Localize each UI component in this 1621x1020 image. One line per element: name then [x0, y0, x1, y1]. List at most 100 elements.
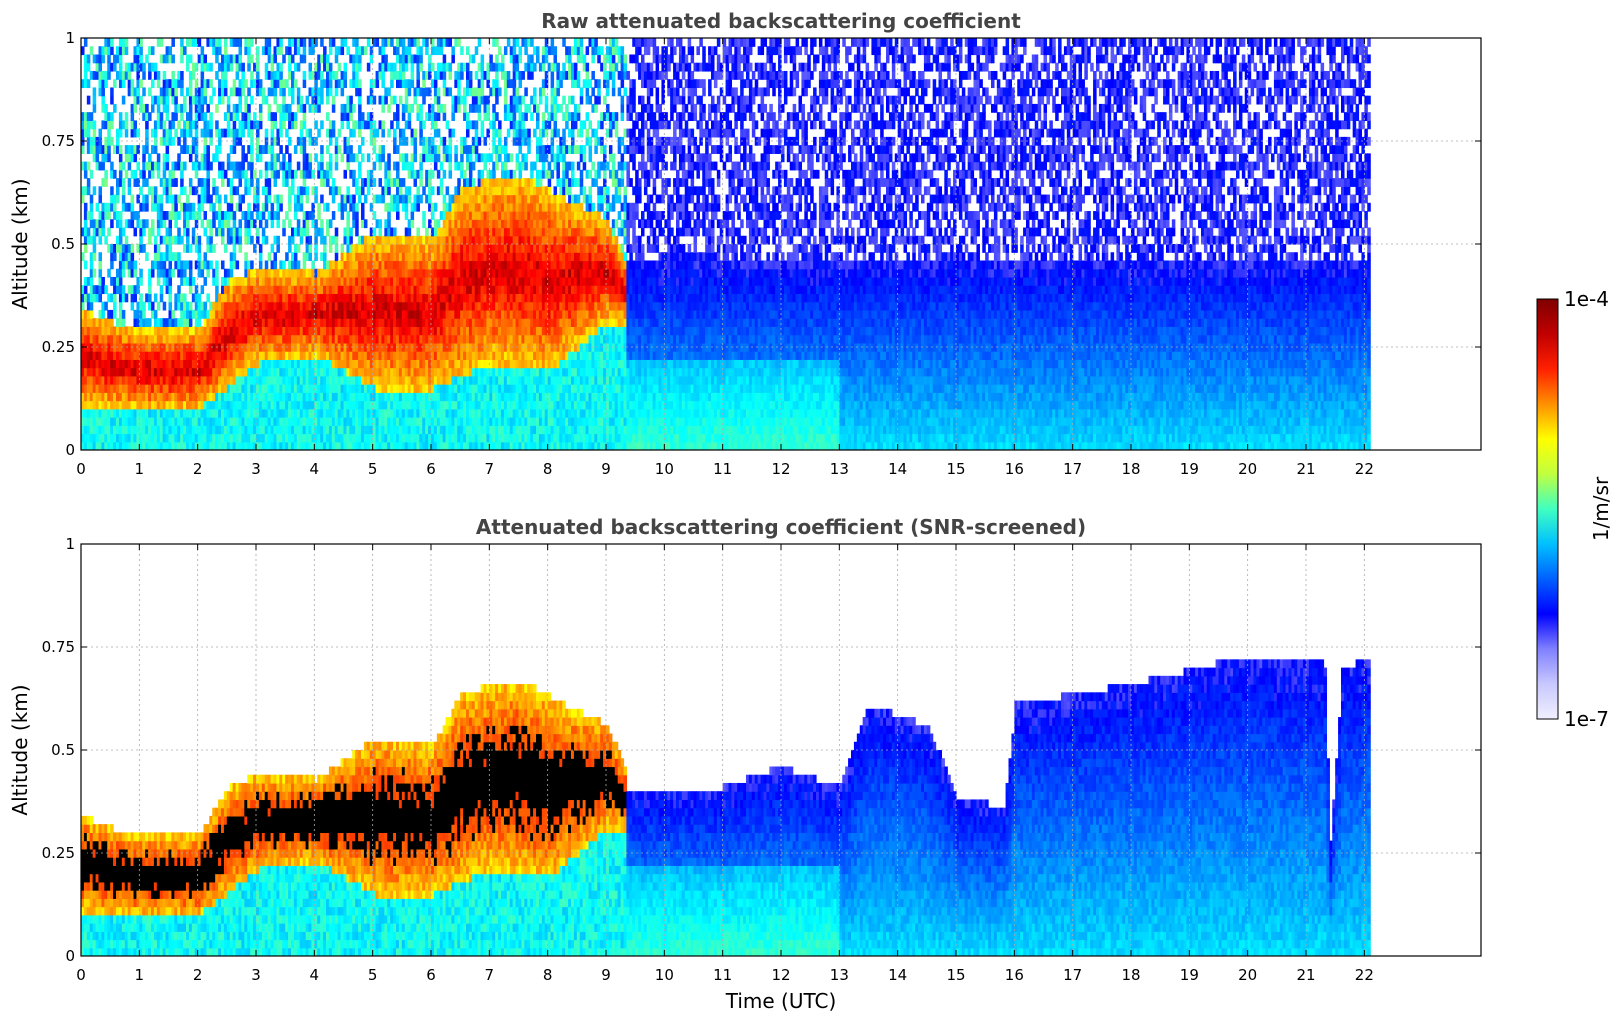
- heatmap-cell: [463, 441, 467, 450]
- heatmap-cell: [203, 194, 208, 204]
- heatmap-cell: [116, 318, 120, 327]
- heatmap-cell: [104, 334, 108, 344]
- heatmap-cell: [366, 342, 371, 352]
- heatmap-cell: [118, 112, 123, 121]
- heatmap-cell: [98, 128, 103, 138]
- heatmap-cell: [188, 342, 193, 352]
- heatmap-cell: [366, 375, 371, 385]
- heatmap-cell: [302, 227, 307, 237]
- heatmap-cell: [378, 46, 383, 56]
- heatmap-cell: [110, 194, 114, 204]
- heatmap-cell: [352, 375, 356, 385]
- heatmap-cell: [396, 318, 400, 327]
- heatmap-cell: [168, 375, 173, 385]
- heatmap-cell: [457, 318, 461, 327]
- heatmap-cell: [393, 285, 397, 295]
- heatmap-cell: [130, 359, 135, 369]
- heatmap-cell: [331, 285, 336, 295]
- heatmap-cell: [340, 293, 345, 303]
- heatmap-cell: [151, 95, 155, 105]
- heatmap-cell: [165, 417, 170, 426]
- heatmap-cell: [302, 408, 307, 418]
- heatmap-cell: [148, 268, 152, 278]
- heatmap-cell: [113, 334, 117, 344]
- heatmap-cell: [156, 268, 161, 278]
- heatmap-cell: [471, 417, 476, 426]
- heatmap-cell: [118, 178, 123, 187]
- heatmap-cell: [101, 309, 105, 319]
- heatmap-cell: [186, 260, 190, 270]
- heatmap-cell: [223, 301, 228, 311]
- heatmap-cell: [369, 169, 374, 179]
- heatmap-cell: [410, 433, 415, 443]
- heatmap-cell: [466, 359, 470, 369]
- heatmap-cell: [355, 46, 359, 56]
- heatmap-cell: [372, 79, 377, 89]
- heatmap-cell: [191, 384, 196, 393]
- heatmap-cell: [83, 54, 88, 64]
- heatmap-cell: [413, 417, 418, 426]
- heatmap-cell: [369, 252, 374, 262]
- heatmap-cell: [466, 400, 470, 410]
- heatmap-cell: [410, 169, 415, 179]
- heatmap-cell: [253, 326, 257, 336]
- heatmap-cell: [232, 417, 237, 426]
- heatmap-cell: [276, 70, 280, 80]
- heatmap-cell: [209, 392, 213, 402]
- heatmap-cell: [256, 194, 260, 204]
- heatmap-cell: [81, 384, 85, 393]
- heatmap-cell: [200, 70, 205, 80]
- heatmap-cell: [454, 153, 458, 163]
- heatmap-cell: [133, 54, 138, 64]
- heatmap-cell: [401, 342, 406, 352]
- heatmap-cell: [226, 62, 231, 72]
- heatmap-cell: [282, 384, 286, 393]
- heatmap-cell: [468, 309, 473, 319]
- heatmap-cell: [398, 244, 403, 253]
- heatmap-cell: [168, 408, 173, 418]
- heatmap-cell: [378, 276, 383, 286]
- heatmap-cell: [156, 252, 161, 262]
- heatmap-cell: [101, 161, 105, 171]
- heatmap-cell: [358, 268, 362, 278]
- heatmap-cell: [436, 408, 441, 418]
- heatmap-cell: [293, 46, 298, 56]
- heatmap-cell: [191, 186, 196, 196]
- heatmap-cell: [425, 194, 429, 204]
- heatmap-cell: [375, 309, 380, 319]
- heatmap-cell: [334, 293, 339, 303]
- heatmap-cell: [86, 161, 91, 171]
- heatmap-cell: [457, 227, 461, 237]
- heatmap-cell: [422, 425, 426, 435]
- heatmap-cell: [436, 70, 441, 80]
- heatmap-cell: [89, 392, 94, 402]
- heatmap-cell: [431, 375, 435, 385]
- heatmap-cell: [267, 54, 272, 64]
- heatmap-cell: [98, 318, 103, 327]
- heatmap-cell: [215, 408, 219, 418]
- heatmap-cell: [317, 227, 321, 237]
- heatmap-cell: [218, 219, 222, 229]
- heatmap-cell: [89, 433, 94, 443]
- heatmap-cell: [98, 425, 103, 435]
- heatmap-cell: [241, 433, 245, 443]
- heatmap-cell: [165, 194, 170, 204]
- heatmap-cell: [226, 95, 231, 105]
- heatmap-cell: [457, 235, 461, 245]
- heatmap-cell: [308, 103, 313, 113]
- heatmap-cell: [183, 384, 187, 393]
- heatmap-cell: [130, 293, 135, 303]
- heatmap-cell: [83, 359, 88, 369]
- heatmap-cell: [124, 351, 129, 360]
- heatmap-cell: [133, 375, 138, 385]
- heatmap-cell: [331, 194, 336, 204]
- heatmap-cell: [422, 293, 426, 303]
- heatmap-cell: [442, 70, 447, 80]
- heatmap-cell: [171, 161, 175, 171]
- heatmap-cell: [203, 433, 208, 443]
- heatmap-cell: [358, 79, 362, 89]
- heatmap-cell: [148, 235, 152, 245]
- heatmap-cell: [215, 384, 219, 393]
- heatmap-cell: [334, 153, 339, 163]
- heatmap-cell: [86, 367, 91, 377]
